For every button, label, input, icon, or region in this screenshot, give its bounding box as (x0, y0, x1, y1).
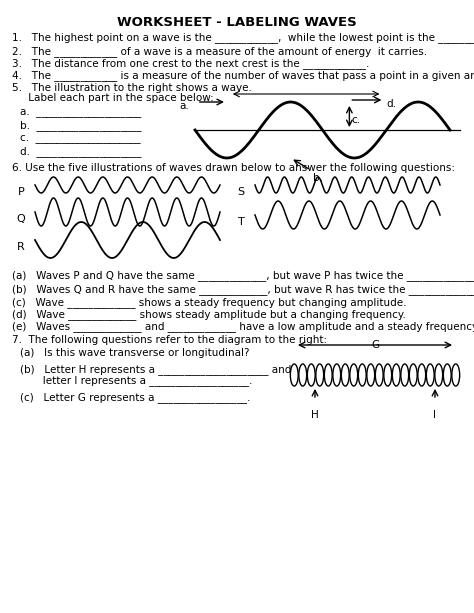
Text: (a)   Is this wave transverse or longitudinal?: (a) Is this wave transverse or longitudi… (20, 348, 249, 358)
Text: (b)   Letter H represents a _____________________ and: (b) Letter H represents a ______________… (20, 364, 292, 375)
Text: letter I represents a ___________________.: letter I represents a __________________… (20, 375, 252, 386)
Text: H: H (311, 410, 319, 420)
Text: T: T (237, 217, 245, 227)
Text: a.: a. (179, 101, 189, 111)
Text: R: R (17, 242, 25, 252)
Text: (d)   Wave _____________ shows steady amplitude but a changing frequency.: (d) Wave _____________ shows steady ampl… (12, 309, 406, 320)
Text: I: I (434, 410, 437, 420)
Text: c.  ____________________: c. ____________________ (20, 133, 141, 143)
Text: G: G (371, 340, 379, 350)
Text: P: P (18, 187, 24, 197)
Text: (c)   Wave _____________ shows a steady frequency but changing amplitude.: (c) Wave _____________ shows a steady fr… (12, 297, 407, 308)
Text: WORKSHEET - LABELING WAVES: WORKSHEET - LABELING WAVES (117, 16, 357, 29)
Text: S: S (237, 187, 245, 197)
Text: Label each part in the space below:: Label each part in the space below: (12, 93, 214, 103)
Text: c.: c. (351, 115, 361, 125)
Text: 1.   The highest point on a wave is the ____________,  while the lowest point is: 1. The highest point on a wave is the __… (12, 32, 474, 43)
Text: d.: d. (386, 99, 396, 109)
Text: (c)   Letter G represents a _________________.: (c) Letter G represents a ______________… (20, 392, 250, 403)
Text: Q: Q (17, 214, 26, 224)
Text: a.  ____________________: a. ____________________ (20, 107, 141, 117)
Text: (e)   Waves _____________ and _____________ have a low amplitude and a steady fr: (e) Waves _____________ and ____________… (12, 321, 474, 332)
Text: 2.   The ____________ of a wave is a measure of the amount of energy  it carries: 2. The ____________ of a wave is a measu… (12, 46, 427, 57)
Text: 7.  The following questions refer to the diagram to the right:: 7. The following questions refer to the … (12, 335, 327, 345)
Text: d.  ____________________: d. ____________________ (20, 146, 142, 157)
Text: 6. Use the five illustrations of waves drawn below to answer the following quest: 6. Use the five illustrations of waves d… (12, 163, 455, 173)
Text: (b)   Waves Q and R have the same _____________, but wave R has twice the ______: (b) Waves Q and R have the same ________… (12, 284, 474, 295)
Text: (a)   Waves P and Q have the same _____________, but wave P has twice the ______: (a) Waves P and Q have the same ________… (12, 270, 474, 281)
Text: 3.   The distance from one crest to the next crest is the ____________.: 3. The distance from one crest to the ne… (12, 58, 369, 69)
Text: 4.   The ____________ is a measure of the number of waves that pass a point in a: 4. The ____________ is a measure of the … (12, 70, 474, 81)
Text: b.  ____________________: b. ____________________ (20, 120, 142, 131)
Text: 5.   The illustration to the right shows a wave.: 5. The illustration to the right shows a… (12, 83, 252, 93)
Text: b.: b. (313, 173, 323, 183)
